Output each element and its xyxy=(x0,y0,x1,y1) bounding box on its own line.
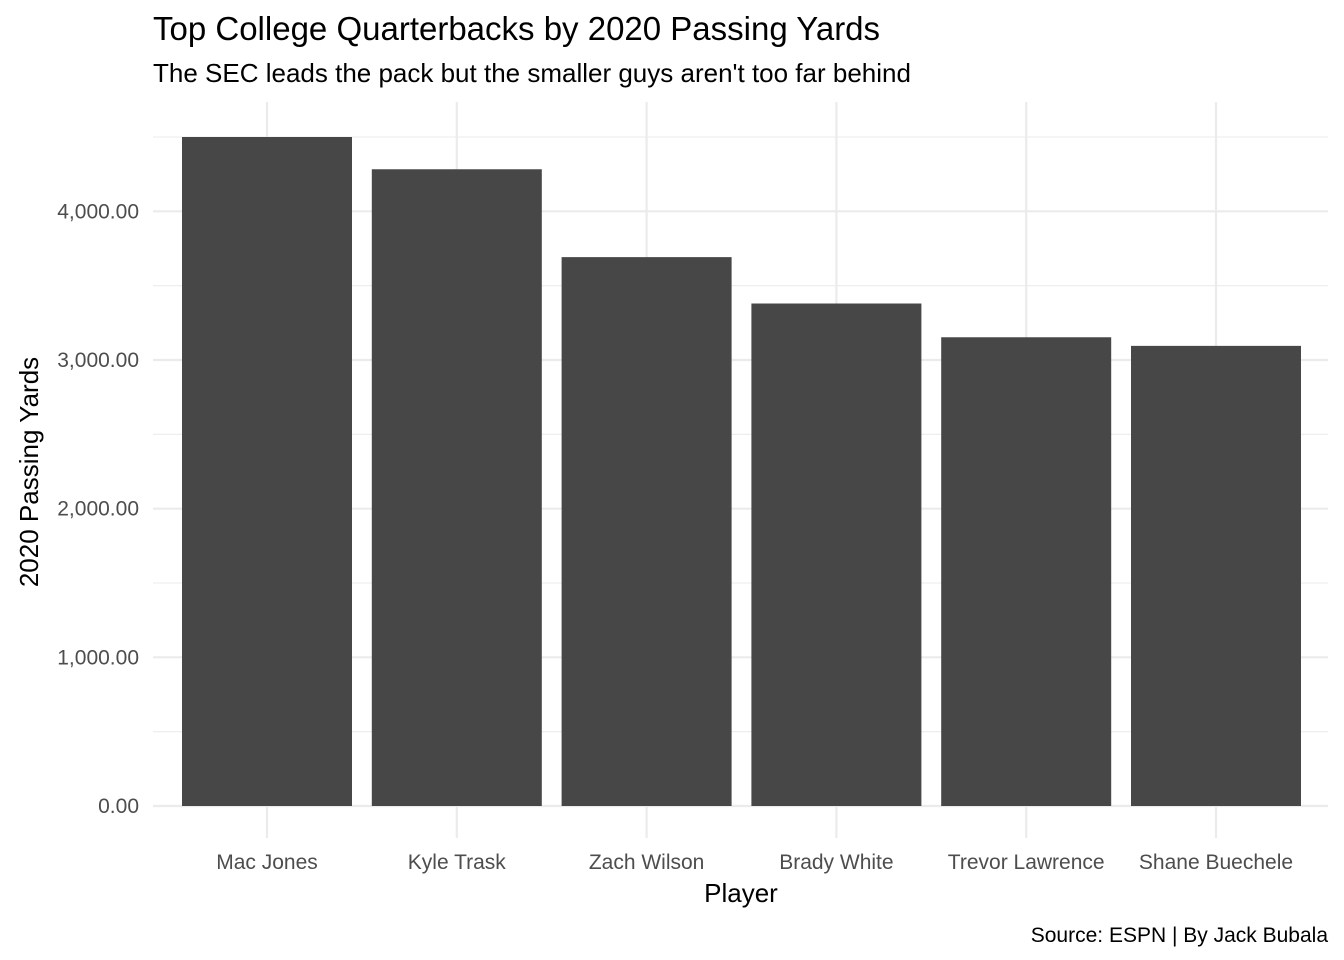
x-tick-label: Mac Jones xyxy=(216,851,318,874)
bar-zach-wilson xyxy=(561,257,732,806)
bar-trevor-lawrence xyxy=(941,337,1112,806)
x-tick-label: Brady White xyxy=(779,851,893,874)
y-tick-label: 3,000.00 xyxy=(57,349,139,372)
y-tick-label: 0.00 xyxy=(98,795,139,818)
bar-mac-jones xyxy=(182,137,352,806)
bar-shane-buechele xyxy=(1131,345,1301,806)
y-tick-label: 2,000.00 xyxy=(57,498,139,521)
x-axis-title: Player xyxy=(704,878,778,908)
y-tick-label: 4,000.00 xyxy=(57,200,139,223)
x-tick-label: Shane Buechele xyxy=(1139,851,1293,874)
y-tick-label: 1,000.00 xyxy=(57,646,139,669)
bar-kyle-trask xyxy=(371,169,542,806)
x-axis-ticks: Mac Jones Kyle Trask Zach Wilson Brady Whit… xyxy=(216,851,1293,874)
chart-title: Top College Quarterbacks by 2020 Passing… xyxy=(153,10,880,47)
y-axis-ticks: 0.00 1,000.00 2,000.00 3,000.00 4,000.00 xyxy=(57,200,139,818)
y-axis-title: 2020 Passing Yards xyxy=(14,357,44,587)
bars xyxy=(182,137,1301,806)
x-tick-label: Trevor Lawrence xyxy=(948,851,1105,874)
chart-subtitle: The SEC leads the pack but the smaller g… xyxy=(153,58,911,88)
chart-caption: Source: ESPN | By Jack Bubala xyxy=(1031,924,1329,947)
x-tick-label: Kyle Trask xyxy=(408,851,507,874)
bar-brady-white xyxy=(751,303,922,806)
x-tick-label: Zach Wilson xyxy=(589,851,705,874)
